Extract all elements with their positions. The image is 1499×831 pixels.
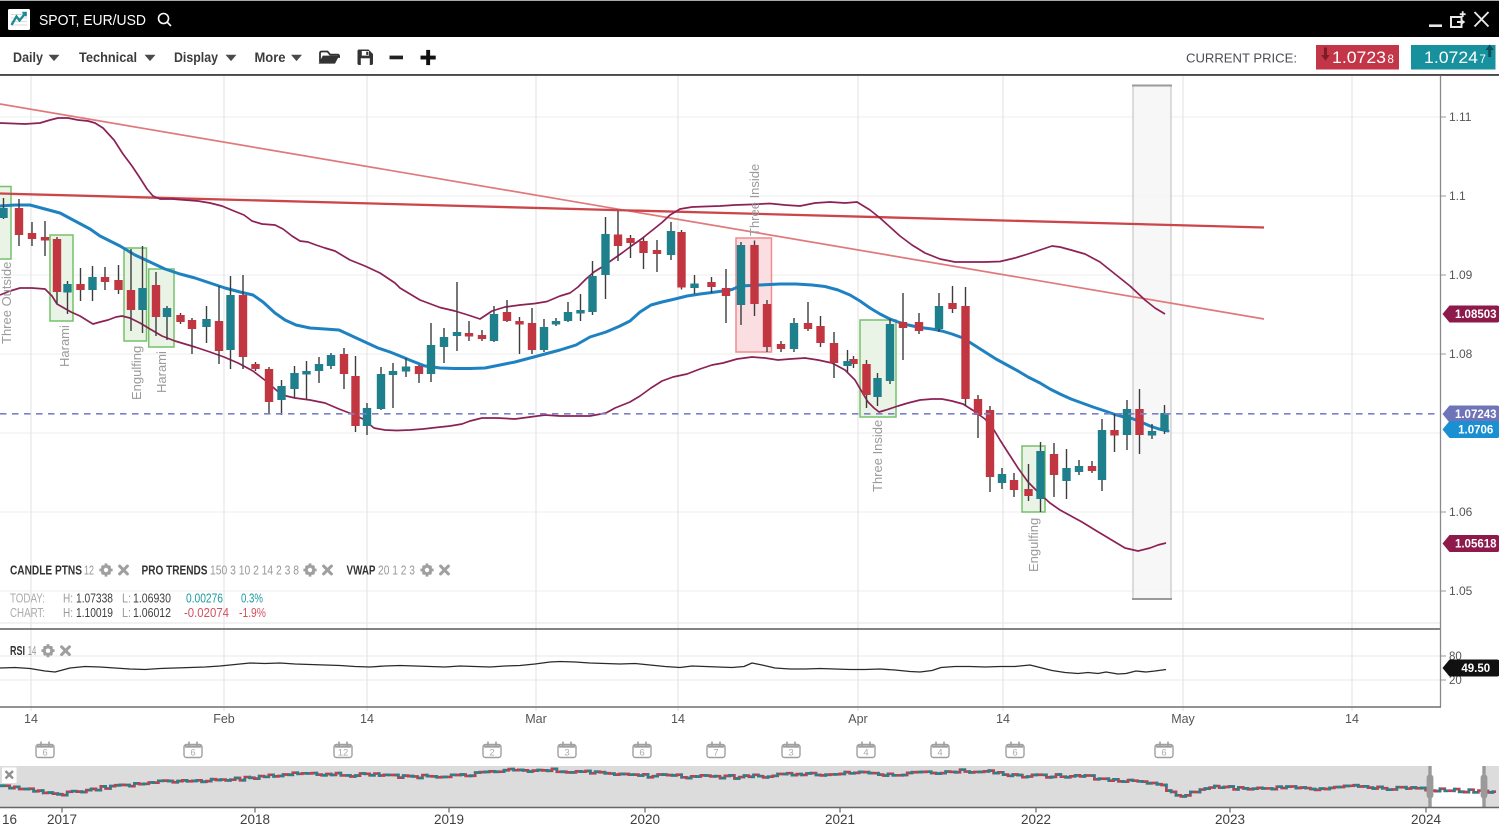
svg-text:Three Inside: Three Inside [747, 164, 762, 236]
svg-text:CANDLE PTNS: CANDLE PTNS [10, 564, 82, 578]
svg-text:1.11: 1.11 [1449, 110, 1472, 124]
svg-text:6: 6 [42, 748, 47, 759]
svg-text:1.0724: 1.0724 [1424, 48, 1478, 67]
svg-text:May: May [1171, 712, 1195, 726]
svg-text:Daily: Daily [13, 49, 43, 65]
svg-text:Engulfing: Engulfing [1026, 518, 1041, 572]
svg-text:0.3%: 0.3% [241, 592, 263, 606]
svg-text:14: 14 [996, 712, 1010, 726]
svg-text:8: 8 [1388, 54, 1394, 66]
svg-text:2: 2 [489, 748, 494, 759]
svg-text:1.06012: 1.06012 [133, 606, 171, 620]
svg-text:VWAP: VWAP [347, 564, 376, 578]
svg-text:6: 6 [639, 748, 644, 759]
svg-text:14: 14 [1345, 712, 1359, 726]
svg-text:1.08503: 1.08503 [1455, 309, 1497, 321]
svg-text:6: 6 [190, 748, 195, 759]
svg-text:0.00276: 0.00276 [186, 592, 223, 606]
svg-text:Harami: Harami [154, 351, 169, 393]
svg-text:1.09: 1.09 [1449, 268, 1473, 282]
svg-text:Harami: Harami [57, 325, 72, 367]
svg-text:150 3 10 2 14 2 3 8: 150 3 10 2 14 2 3 8 [210, 564, 299, 578]
svg-text:1.05: 1.05 [1449, 584, 1473, 598]
svg-text:4: 4 [937, 748, 942, 759]
svg-text:Technical: Technical [79, 49, 137, 65]
svg-text:1.06930: 1.06930 [133, 592, 171, 606]
svg-text:3: 3 [788, 748, 793, 759]
svg-text:20: 20 [1449, 675, 1462, 687]
svg-text:CURRENT PRICE:: CURRENT PRICE: [1186, 51, 1297, 65]
svg-text:L:: L: [122, 592, 131, 606]
svg-text:7: 7 [1480, 54, 1486, 66]
svg-text:PRO TRENDS: PRO TRENDS [142, 564, 208, 578]
svg-text:20 1 2 3: 20 1 2 3 [378, 564, 415, 578]
svg-text:14: 14 [28, 644, 37, 658]
svg-text:L:: L: [122, 606, 131, 620]
svg-text:14: 14 [671, 712, 685, 726]
svg-text:14: 14 [24, 712, 38, 726]
svg-text:SPOT, EUR/USD: SPOT, EUR/USD [39, 12, 146, 29]
svg-text:3: 3 [564, 748, 569, 759]
svg-text:-0.02074: -0.02074 [184, 606, 229, 620]
svg-text:2023: 2023 [1215, 812, 1245, 827]
svg-text:6: 6 [1161, 748, 1166, 759]
svg-text:1.05618: 1.05618 [1455, 539, 1497, 551]
svg-text:2020: 2020 [630, 812, 660, 827]
svg-text:12: 12 [84, 564, 94, 578]
svg-text:1.08: 1.08 [1449, 347, 1473, 361]
svg-text:6: 6 [1012, 748, 1017, 759]
svg-text:More: More [255, 49, 286, 65]
svg-text:16: 16 [2, 812, 17, 827]
svg-text:2017: 2017 [47, 812, 77, 827]
svg-text:2022: 2022 [1021, 812, 1051, 827]
svg-text:Three Inside: Three Inside [870, 420, 885, 492]
svg-text:1.06: 1.06 [1449, 505, 1473, 519]
svg-text:H:: H: [63, 606, 73, 620]
svg-text:2018: 2018 [240, 812, 270, 827]
svg-text:1.1: 1.1 [1449, 189, 1466, 203]
svg-text:CHART:: CHART: [10, 606, 45, 620]
svg-text:2019: 2019 [434, 812, 464, 827]
svg-text:12: 12 [338, 748, 349, 759]
svg-text:1.0723: 1.0723 [1332, 48, 1386, 67]
svg-text:Display: Display [174, 49, 218, 65]
svg-text:H:: H: [63, 592, 73, 606]
svg-text:Apr: Apr [848, 712, 867, 726]
svg-text:Feb: Feb [213, 712, 235, 726]
svg-text:TODAY:: TODAY: [10, 592, 45, 606]
svg-text:-1.9%: -1.9% [239, 606, 266, 620]
svg-text:1.0706: 1.0706 [1458, 425, 1493, 437]
svg-text:4: 4 [863, 748, 868, 759]
svg-text:1.10019: 1.10019 [76, 606, 113, 620]
svg-text:Three Outside: Three Outside [0, 262, 14, 344]
svg-text:7: 7 [713, 748, 718, 759]
svg-text:Mar: Mar [525, 712, 547, 726]
svg-text:49.50: 49.50 [1461, 663, 1490, 675]
svg-text:2024: 2024 [1411, 812, 1442, 827]
svg-text:RSI: RSI [10, 644, 25, 658]
svg-text:Engulfing: Engulfing [129, 346, 144, 400]
svg-text:14: 14 [360, 712, 374, 726]
svg-text:2021: 2021 [825, 812, 855, 827]
svg-text:1.07243: 1.07243 [1455, 409, 1497, 421]
svg-text:1.07338: 1.07338 [76, 592, 113, 606]
